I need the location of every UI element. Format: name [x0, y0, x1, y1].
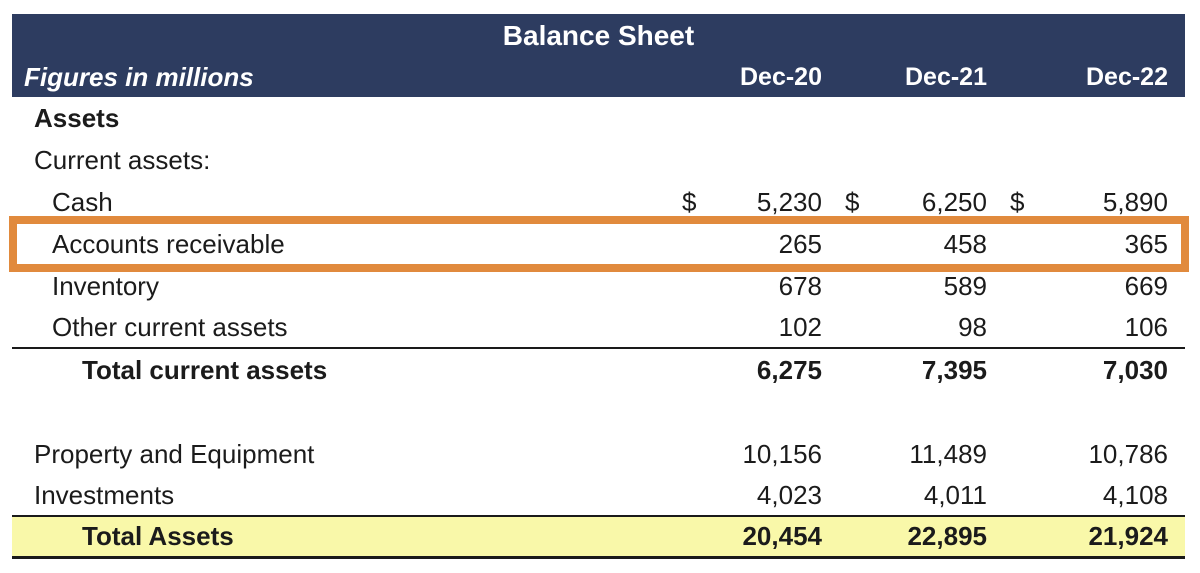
row-inventory: Inventory 678 589 669 [12, 265, 1185, 307]
table-cell: 22,895 [907, 521, 987, 551]
table-cell [667, 391, 830, 433]
row-investments: Investments 4,023 4,011 4,108 [12, 475, 1185, 517]
table-cell: 4,011 [923, 479, 987, 510]
row-label [12, 391, 667, 433]
table-cell: 458 [943, 228, 987, 259]
row-label: Investments [34, 479, 175, 510]
table-cell: 102 [778, 311, 822, 342]
row-assets: Assets [12, 97, 1185, 139]
column-header-dec-20: Dec-20 [740, 63, 822, 91]
table-cell: 4,023 [756, 479, 822, 510]
row-total-current-assets: Total current assets 6,275 7,395 7,030 [12, 349, 1185, 391]
column-header-dec-21: Dec-21 [905, 63, 987, 91]
column-header-dec-22: Dec-22 [1086, 63, 1168, 91]
table-cell [995, 391, 1185, 433]
row-label: Current assets: [34, 144, 211, 175]
row-accounts-receivable: Accounts receivable 265 458 365 [9, 216, 1189, 272]
balance-sheet-table: Balance Sheet Figures in millions Dec-20… [9, 14, 1189, 559]
table-cell: 365 [1124, 228, 1168, 259]
table-cell [667, 97, 830, 139]
table-cell: 7,395 [921, 354, 987, 385]
table-title: Balance Sheet [502, 20, 695, 51]
spacer-row [12, 391, 1185, 433]
dollar-sign: $ [845, 186, 860, 217]
table-cell: 11,489 [909, 438, 987, 469]
row-total-assets: Total Assets 20,454 22,895 21,924 [12, 517, 1185, 559]
table-cell: 589 [943, 270, 987, 301]
table-cell: 4,108 [1102, 479, 1168, 510]
row-label: Property and Equipment [34, 438, 315, 469]
row-label: Other current assets [52, 311, 288, 342]
row-cash: Cash $5,230 $6,250 $5,890 [12, 181, 1185, 223]
row-label: Total Assets [82, 521, 234, 551]
row-label: Inventory [52, 270, 159, 301]
table-cell: 106 [1124, 311, 1168, 342]
table-cell: 6,275 [756, 354, 822, 385]
table-cell: 98 [958, 311, 987, 342]
table-cell: 669 [1124, 270, 1168, 301]
table-cell [830, 391, 995, 433]
row-label: Cash [52, 186, 113, 217]
row-current-assets-heading: Current assets: [12, 139, 1185, 181]
table-cell: 7,030 [1102, 354, 1168, 385]
table-cell: 20,454 [742, 521, 822, 551]
table-cell: 10,786 [1088, 438, 1168, 469]
table-title-bar: Balance Sheet [12, 14, 1185, 58]
table-cell [995, 139, 1185, 181]
table-cell: $5,890 [1010, 186, 1168, 217]
row-label: Total current assets [82, 354, 328, 385]
dollar-sign: $ [1010, 186, 1025, 217]
dollar-sign: $ [682, 186, 697, 217]
table-cell: 21,924 [1088, 521, 1168, 551]
table-cell: 265 [778, 228, 822, 259]
table-cell [830, 139, 995, 181]
table-cell [995, 97, 1185, 139]
table-cell [830, 97, 995, 139]
row-label: Accounts receivable [52, 228, 285, 259]
table-cell: 10,156 [742, 438, 822, 469]
table-cell: 678 [778, 270, 822, 301]
units-note: Figures in millions [24, 62, 254, 92]
row-other-current-assets: Other current assets 102 98 106 [12, 307, 1185, 349]
table-cell: $5,230 [682, 186, 822, 217]
table-cell: $6,250 [845, 186, 987, 217]
table-header: Balance Sheet Figures in millions Dec-20… [12, 14, 1185, 97]
row-label: Assets [34, 102, 120, 133]
column-header-row: Figures in millions Dec-20 Dec-21 Dec-22 [12, 58, 1185, 97]
row-property-and-equipment: Property and Equipment 10,156 11,489 10,… [12, 433, 1185, 475]
table-cell [667, 139, 830, 181]
